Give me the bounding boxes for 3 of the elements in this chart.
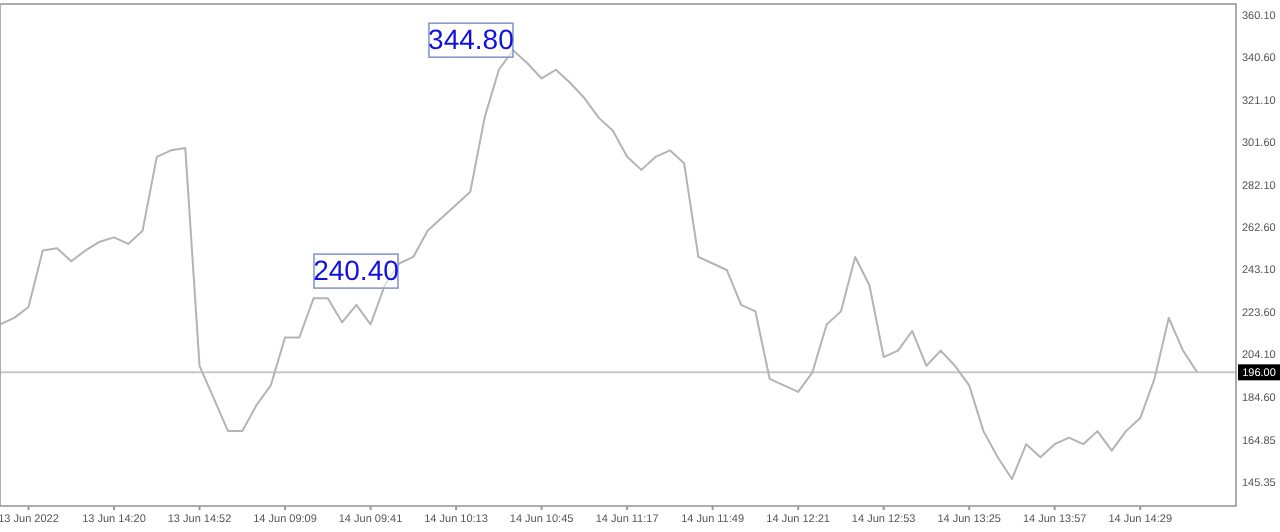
annotation: 240.40 bbox=[313, 254, 400, 287]
annotation: 344.80 bbox=[428, 23, 515, 56]
line-series bbox=[0, 49, 1199, 481]
